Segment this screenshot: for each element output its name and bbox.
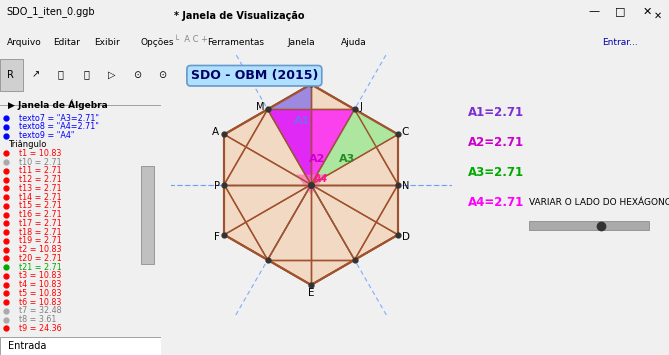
Text: t5 = 10.83: t5 = 10.83 [19, 289, 62, 298]
Polygon shape [268, 109, 355, 185]
Text: E: E [308, 289, 314, 299]
Text: t17 = 2.71: t17 = 2.71 [19, 219, 62, 228]
Text: ⟍: ⟍ [84, 70, 89, 80]
Text: t13 = 2.71: t13 = 2.71 [19, 184, 62, 193]
Text: └  A C +: └ A C + [174, 36, 208, 44]
Text: ⟋: ⟋ [58, 70, 64, 80]
Text: A3=2.71: A3=2.71 [468, 165, 524, 179]
Text: A2=2.71: A2=2.71 [468, 136, 524, 149]
Text: t10 = 2.71: t10 = 2.71 [19, 158, 62, 166]
Bar [0, 59, 23, 91]
Text: t4 = 10.83: t4 = 10.83 [19, 280, 62, 289]
Text: texto7 = "A3=2.71": texto7 = "A3=2.71" [19, 114, 99, 123]
Text: Entrar...: Entrar... [602, 38, 638, 47]
Text: t6 = 10.83: t6 = 10.83 [19, 298, 62, 307]
Text: t1 = 10.83: t1 = 10.83 [19, 149, 62, 158]
Polygon shape [296, 175, 326, 195]
Text: ⟋: ⟋ [211, 70, 216, 80]
Text: A1: A1 [294, 116, 310, 126]
Text: Ferramentas: Ferramentas [207, 38, 264, 47]
Text: SDO_1_iten_0.ggb: SDO_1_iten_0.ggb [7, 6, 95, 17]
Text: ✕: ✕ [654, 11, 662, 21]
Text: D: D [401, 232, 409, 242]
Text: t11 = 2.71: t11 = 2.71 [19, 166, 62, 175]
Text: Opções: Opções [140, 38, 174, 47]
Text: t3 = 10.83: t3 = 10.83 [19, 272, 62, 280]
Text: t2 = 10.83: t2 = 10.83 [19, 245, 62, 254]
Text: SDO - OBM (2015): SDO - OBM (2015) [191, 69, 318, 82]
Text: t20 = 2.71: t20 = 2.71 [19, 254, 62, 263]
Text: A3: A3 [339, 154, 355, 164]
Text: ↗: ↗ [31, 70, 39, 80]
Text: N: N [402, 181, 409, 191]
Text: t19 = 2.71: t19 = 2.71 [19, 236, 62, 245]
Text: Triângulo: Triângulo [8, 140, 46, 149]
Text: A: A [211, 127, 219, 137]
Text: ▷: ▷ [108, 70, 116, 80]
Text: t16 = 2.71: t16 = 2.71 [19, 210, 62, 219]
Text: Janela: Janela [288, 38, 315, 47]
Text: texto8 = "A4=2.71": texto8 = "A4=2.71" [19, 122, 99, 131]
Text: ⊙: ⊙ [133, 70, 141, 80]
Text: A4: A4 [314, 174, 328, 184]
Text: C: C [402, 127, 409, 137]
Text: B: B [308, 72, 314, 82]
Text: texto9 = "A4": texto9 = "A4" [19, 131, 75, 140]
Bar [141, 166, 154, 264]
Text: ▶ Janela de Álgebra: ▶ Janela de Álgebra [8, 100, 108, 110]
Text: t7 = 32.48: t7 = 32.48 [19, 306, 62, 316]
Text: VARIAR O LADO DO HEXÁGONO: VARIAR O LADO DO HEXÁGONO [529, 198, 669, 207]
Text: * Janela de Visualização: * Janela de Visualização [174, 11, 304, 21]
Text: t21 = 2.71: t21 = 2.71 [19, 263, 62, 272]
Text: Ajuda: Ajuda [341, 38, 367, 47]
Text: A1=2.71: A1=2.71 [468, 106, 524, 119]
Text: t15 = 2.71: t15 = 2.71 [19, 201, 62, 210]
Polygon shape [268, 84, 311, 185]
Text: Exibir: Exibir [94, 38, 119, 47]
Text: t8 = 3.61: t8 = 3.61 [19, 315, 57, 324]
Text: t12 = 2.71: t12 = 2.71 [19, 175, 62, 184]
Text: P: P [213, 181, 219, 191]
Bar [529, 221, 649, 230]
Text: A4=2.71: A4=2.71 [468, 196, 524, 209]
Polygon shape [224, 84, 398, 285]
Text: t14 = 2.71: t14 = 2.71 [19, 192, 62, 202]
Text: J: J [359, 102, 362, 112]
Text: ⊙: ⊙ [159, 70, 167, 80]
Text: Arquivo: Arquivo [7, 38, 41, 47]
Text: t18 = 2.71: t18 = 2.71 [19, 228, 62, 237]
Polygon shape [311, 109, 398, 185]
Text: —: — [589, 6, 600, 16]
Text: □: □ [615, 6, 626, 16]
Text: Editar: Editar [54, 38, 80, 47]
Text: M: M [256, 102, 264, 112]
Text: A2: A2 [308, 154, 325, 164]
Text: R: R [7, 70, 13, 80]
Text: ✛: ✛ [260, 70, 268, 80]
Text: t9 = 24.36: t9 = 24.36 [19, 324, 62, 333]
Text: ABC: ABC [229, 70, 249, 80]
Text: Entrada: Entrada [8, 341, 46, 351]
Text: ⚙: ⚙ [183, 70, 193, 80]
Text: F: F [213, 232, 219, 242]
Text: ✕: ✕ [642, 6, 652, 16]
